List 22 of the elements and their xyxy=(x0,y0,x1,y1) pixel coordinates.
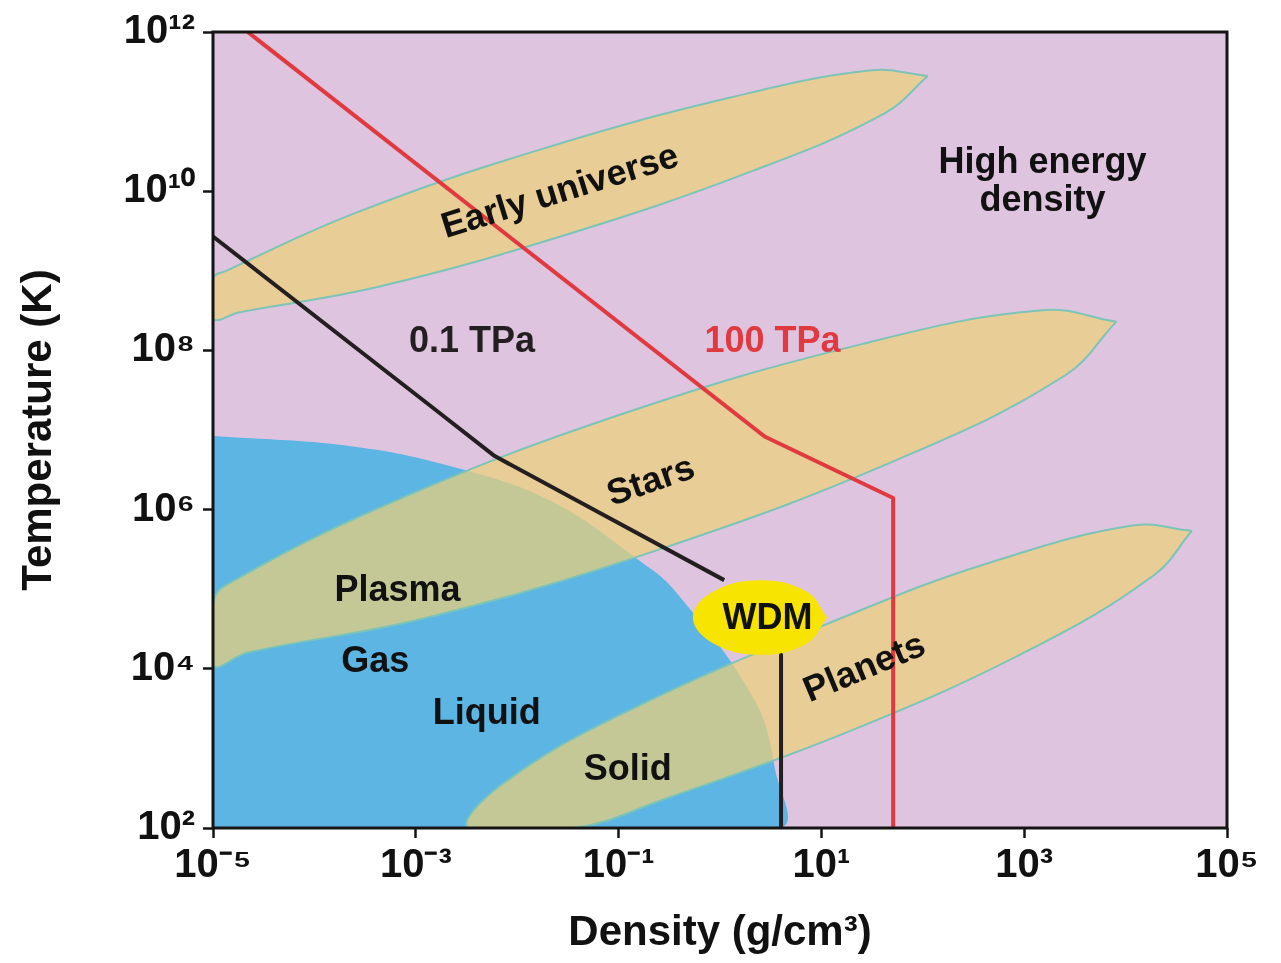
x-tick-label: 10⁵ xyxy=(1195,841,1259,886)
annotation: Gas xyxy=(341,639,410,681)
series-label: Stars xyxy=(601,445,700,514)
series-label: Early universe xyxy=(435,133,684,246)
x-tick-label: 10¹ xyxy=(792,841,851,886)
annotation: Liquid xyxy=(432,691,541,733)
y-tick-label: 10⁴ xyxy=(130,643,195,688)
series-label: 100 TPa xyxy=(704,319,842,361)
series-label: WDM xyxy=(722,596,813,638)
annotation: Solid xyxy=(583,746,672,788)
x-tick-label: 10⁻³ xyxy=(379,841,452,886)
x-tick-label: 10⁻¹ xyxy=(582,841,655,886)
y-tick-label: 10¹⁰ xyxy=(123,166,195,211)
series-label: 0.1 TPa xyxy=(409,319,537,361)
y-tick-label: 10⁶ xyxy=(132,484,195,529)
annotation: Plasma xyxy=(334,567,462,609)
x-axis-title: Density (g/cm³) xyxy=(568,907,872,955)
y-tick-label: 10¹² xyxy=(123,7,195,52)
y-axis-title: Temperature (K) xyxy=(12,269,60,591)
annotation: High energy density xyxy=(938,139,1147,219)
y-tick-label: 10⁸ xyxy=(131,325,195,370)
x-tick-label: 10³ xyxy=(995,841,1054,886)
